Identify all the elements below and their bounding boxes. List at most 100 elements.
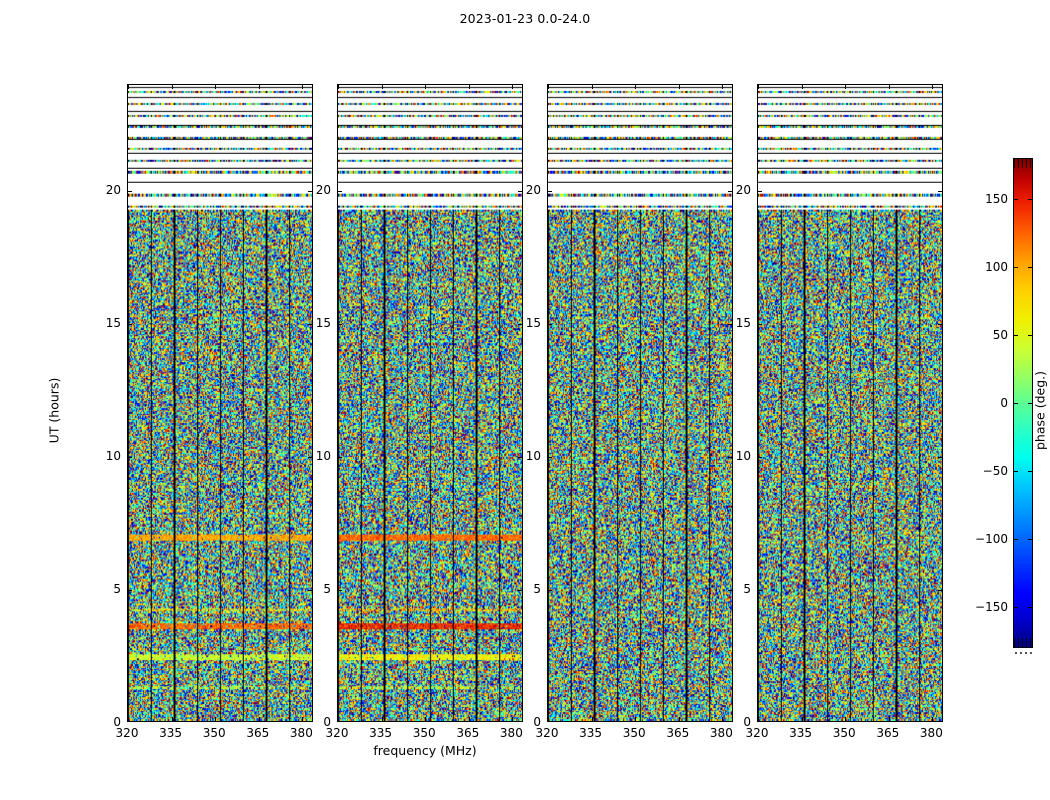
panel-xy[interactable]: XY, V3*V17=EA06*EA21 (547, 84, 733, 722)
colorbar-under-hatch (1014, 638, 1032, 647)
colorbar-tick-label: 0 (1000, 396, 1008, 410)
y-tick-mark-right (938, 191, 942, 193)
y-tick-label: 0 (743, 715, 751, 729)
y-tick-label: 5 (113, 582, 121, 597)
colorbar-tick-mark-right (1028, 266, 1033, 268)
y-tick-mark (128, 457, 132, 459)
y-tick-mark-right (518, 191, 522, 193)
y-tick-label: 5 (743, 582, 751, 597)
panel-xx[interactable]: XX, V3*V17=EA06*EA21 (127, 84, 313, 722)
y-tick-mark-right (938, 590, 942, 592)
y-tick-label: 15 (315, 316, 331, 331)
y-tick-mark (338, 324, 342, 326)
y-tick-label: 5 (323, 582, 331, 597)
x-tick-mark (678, 717, 680, 721)
y-tick-mark (548, 191, 552, 193)
y-tick-mark-right (308, 191, 312, 193)
y-tick-mark-right (308, 324, 312, 326)
x-tick-label: 350 (412, 726, 436, 740)
x-tick-label: 380 (919, 726, 943, 740)
x-tick-mark (888, 717, 890, 721)
x-tick-label: 380 (709, 726, 733, 740)
x-tick-mark-top (678, 85, 680, 89)
x-tick-mark (171, 717, 173, 721)
y-tick-mark-right (728, 324, 732, 326)
colorbar-tick-mark (1013, 471, 1018, 473)
x-tick-mark-top (591, 85, 593, 89)
x-tick-mark-top (932, 85, 934, 89)
colorbar-tick-mark (1013, 539, 1018, 541)
x-tick-label: 320 (535, 726, 559, 740)
y-tick-label: 0 (323, 715, 331, 729)
x-tick-mark-top (888, 85, 890, 89)
y-tick-label: 20 (525, 183, 541, 198)
y-tick-label: 5 (533, 582, 541, 597)
panel-yy[interactable]: YY, V3*V17=EA06*EA21 (337, 84, 523, 722)
y-tick-label: 15 (105, 316, 121, 331)
x-tick-mark-top (302, 85, 304, 89)
y-tick-mark-right (308, 590, 312, 592)
x-tick-mark (932, 717, 934, 721)
x-tick-mark-top (381, 85, 383, 89)
y-tick-label: 0 (533, 715, 541, 729)
y-tick-mark (548, 324, 552, 326)
x-tick-label: 365 (666, 726, 690, 740)
x-tick-mark (635, 717, 637, 721)
y-tick-mark (548, 457, 552, 459)
y-tick-mark (128, 324, 132, 326)
x-tick-mark-top (801, 85, 803, 89)
heatmap-image-xy (548, 85, 732, 721)
y-tick-mark (338, 590, 342, 592)
x-tick-label: 365 (246, 726, 270, 740)
panel-yx[interactable]: YX, V3*V17=EA06*EA21 (757, 84, 943, 722)
y-tick-label: 10 (735, 449, 751, 464)
x-tick-label: 380 (289, 726, 313, 740)
x-tick-label: 365 (456, 726, 480, 740)
y-tick-label: 0 (113, 715, 121, 729)
colorbar-label: phase (deg.) (1032, 371, 1048, 450)
x-tick-label: 365 (876, 726, 900, 740)
colorbar-tick-mark-right (1028, 539, 1033, 541)
y-tick-mark (338, 191, 342, 193)
y-tick-label: 10 (105, 449, 121, 464)
colorbar-tick-mark (1013, 198, 1018, 200)
x-tick-label: 350 (622, 726, 646, 740)
x-tick-mark (302, 717, 304, 721)
x-tick-mark (381, 717, 383, 721)
y-tick-mark (128, 590, 132, 592)
y-tick-mark (758, 590, 762, 592)
y-tick-mark-right (728, 191, 732, 193)
colorbar-tick-mark (1013, 266, 1018, 268)
heatmap-image-yy (338, 85, 522, 721)
x-tick-mark (801, 717, 803, 721)
y-tick-mark-right (728, 590, 732, 592)
y-tick-mark-right (938, 457, 942, 459)
y-tick-mark (758, 324, 762, 326)
colorbar-bad-color-swatch (1015, 652, 1032, 654)
y-tick-mark (758, 457, 762, 459)
x-tick-mark (591, 717, 593, 721)
y-tick-mark (758, 191, 762, 193)
x-tick-mark (548, 717, 549, 721)
y-tick-mark (548, 590, 552, 592)
colorbar-tick-mark (1013, 607, 1018, 609)
x-tick-label: 350 (832, 726, 856, 740)
figure-suptitle: 2023-01-23 0.0-24.0 (459, 11, 591, 26)
x-tick-label: 335 (369, 726, 393, 740)
y-tick-label: 20 (315, 183, 331, 198)
x-tick-mark (258, 717, 260, 721)
heatmap-image-yx (758, 85, 942, 721)
x-tick-mark-top (512, 85, 514, 89)
y-tick-mark-right (518, 324, 522, 326)
x-tick-mark (468, 717, 470, 721)
x-tick-label: 320 (115, 726, 139, 740)
colorbar-over-hatch (1014, 159, 1032, 168)
x-tick-label: 335 (789, 726, 813, 740)
y-tick-mark-right (518, 457, 522, 459)
x-tick-mark-top (468, 85, 470, 89)
x-tick-mark-top (128, 85, 129, 89)
y-axis-label: UT (hours) (46, 377, 62, 444)
y-tick-label: 20 (105, 183, 121, 198)
colorbar-tick-label: 100 (985, 259, 1008, 274)
